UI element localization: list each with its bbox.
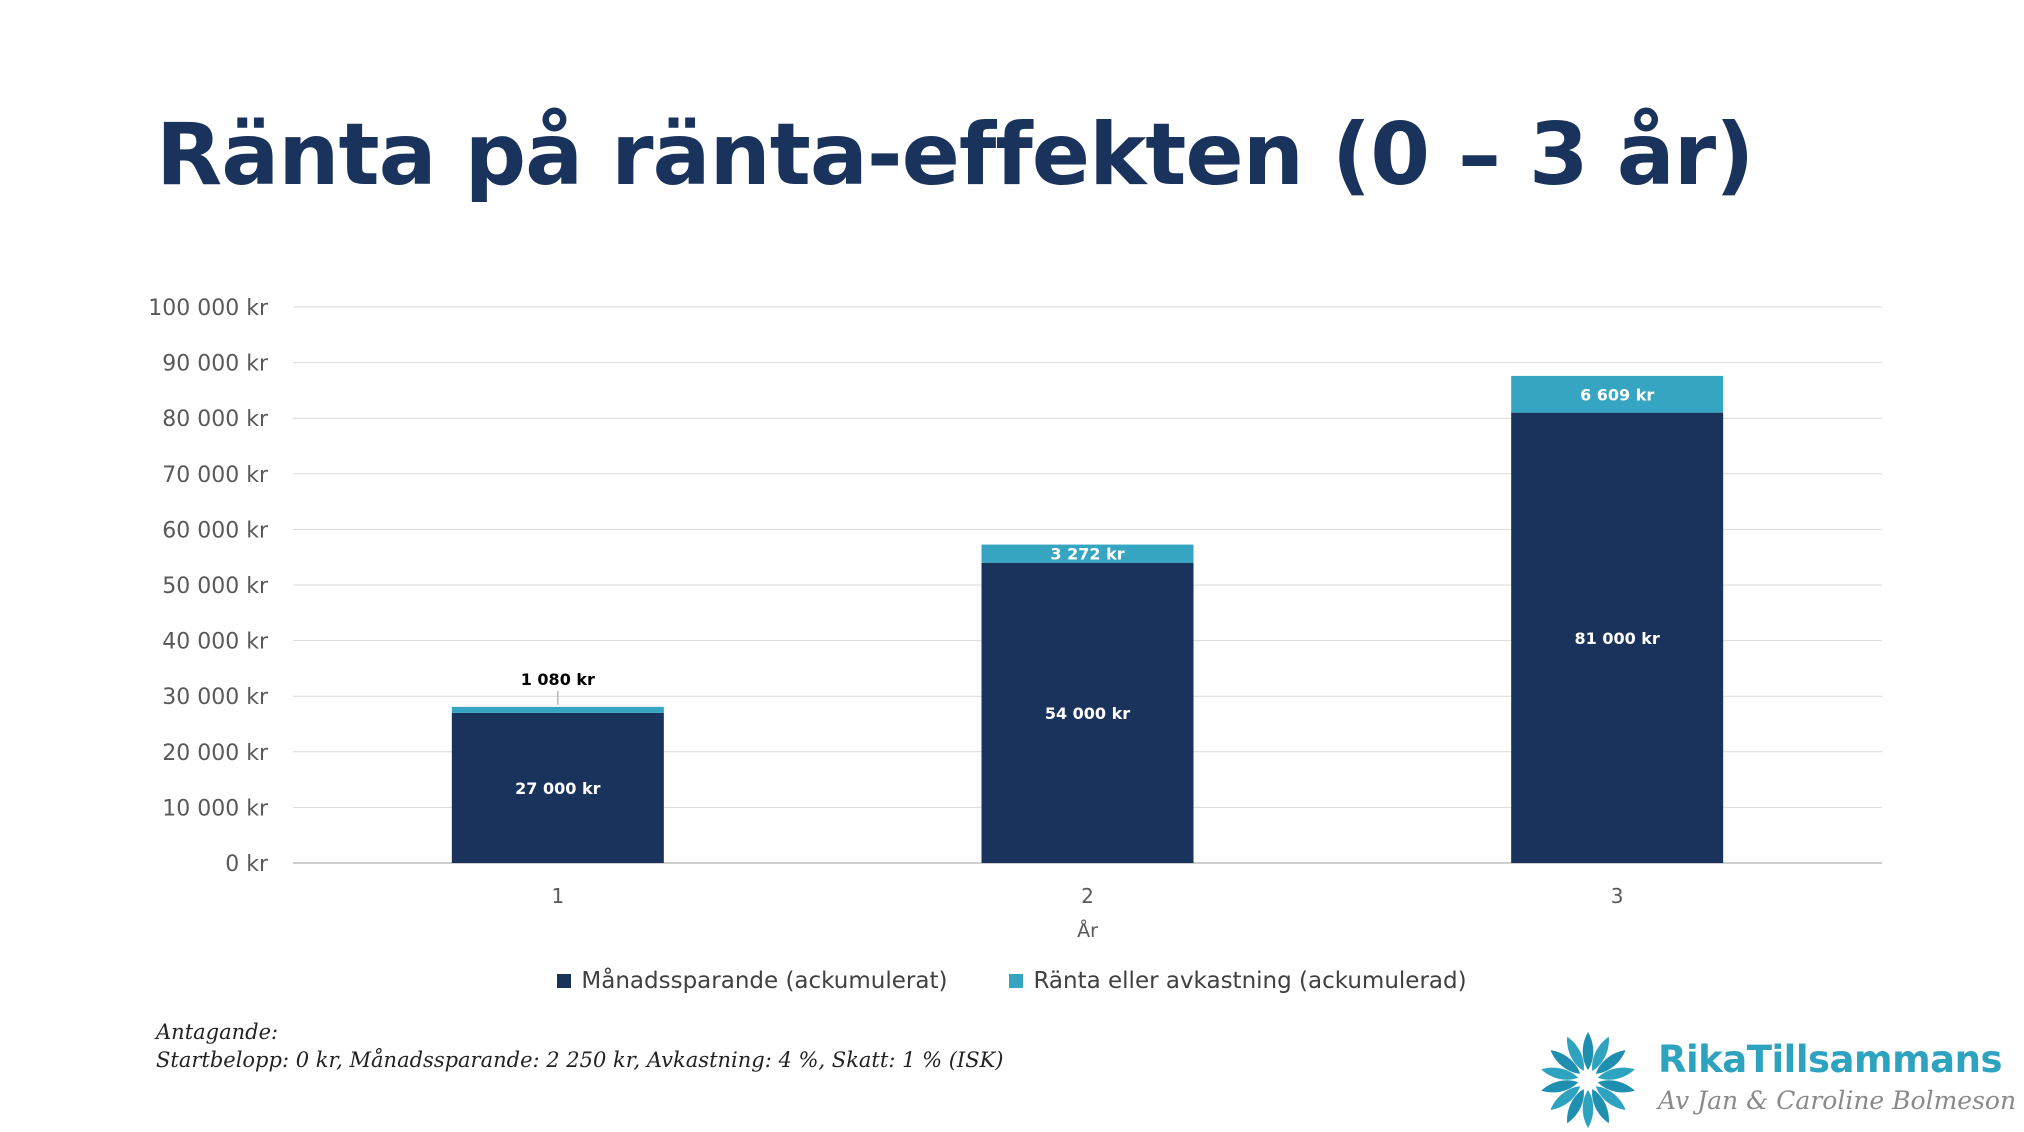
x-axis-label: År — [1077, 919, 1098, 942]
y-tick-label: 20 000 kr — [162, 741, 269, 766]
y-tick-label: 90 000 kr — [162, 352, 269, 377]
assumptions-heading: Antagande: — [156, 1020, 279, 1044]
y-tick-label: 30 000 kr — [162, 685, 269, 710]
bar-interest — [1511, 375, 1724, 413]
data-label-savings: 27 000 kr — [515, 779, 600, 798]
y-tick-label: 70 000 kr — [162, 463, 269, 488]
data-label-interest: 1 080 kr — [521, 670, 595, 689]
y-tick-label: 80 000 kr — [162, 407, 269, 432]
bar-savings — [981, 562, 1194, 863]
legend-swatch-interest — [1009, 974, 1024, 988]
legend-swatch-savings — [557, 974, 572, 988]
logo-tagline: Av Jan & Caroline Bolmeson — [1658, 1086, 2017, 1115]
chart-legend: Månadssparande (ackumulerat) Ränta eller… — [0, 968, 2024, 994]
bar-savings — [451, 712, 664, 863]
data-label-interest: 6 609 kr — [1580, 385, 1654, 404]
y-tick-label: 60 000 kr — [162, 518, 269, 543]
bar-savings — [1511, 412, 1724, 863]
logo-name: RikaTillsammans — [1658, 1038, 2002, 1081]
x-tick-label: 2 — [1081, 884, 1094, 908]
x-tick-label: 1 — [551, 884, 564, 908]
data-label-interest: 3 272 kr — [1050, 545, 1124, 564]
legend-label-interest: Ränta eller avkastning (ackumulerad) — [1033, 968, 1467, 994]
assumptions-text: Startbelopp: 0 kr, Månadssparande: 2 250… — [156, 1048, 1004, 1072]
y-tick-label: 0 kr — [225, 852, 269, 877]
legend-item-savings: Månadssparande (ackumulerat) — [557, 968, 947, 994]
y-tick-label: 40 000 kr — [162, 630, 269, 655]
legend-label-savings: Månadssparande (ackumulerat) — [581, 968, 948, 994]
y-tick-label: 100 000 kr — [148, 296, 269, 321]
bar-interest — [451, 706, 664, 713]
assumptions-note: Antagande: Startbelopp: 0 kr, Månadsspar… — [156, 1018, 1004, 1074]
y-tick-label: 10 000 kr — [162, 796, 269, 821]
slide-title: Ränta på ränta-effekten (0 – 3 år) — [156, 105, 1754, 205]
flower-logo-icon — [1541, 1032, 1635, 1128]
data-label-savings: 54 000 kr — [1045, 704, 1130, 723]
legend-item-interest: Ränta eller avkastning (ackumulerad) — [1009, 968, 1467, 994]
brand-logo: RikaTillsammans Av Jan & Caroline Bolmes… — [1530, 1028, 2016, 1132]
x-tick-label: 3 — [1611, 884, 1624, 908]
bar-interest — [981, 544, 1194, 563]
y-tick-label: 50 000 kr — [162, 574, 269, 599]
data-label-savings: 81 000 kr — [1574, 629, 1659, 648]
